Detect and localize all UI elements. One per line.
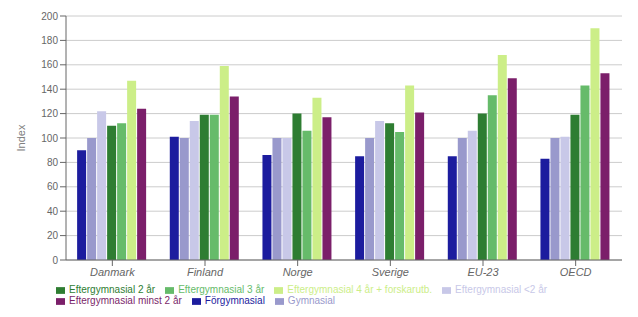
svg-text:Index: Index — [15, 124, 27, 151]
svg-text:0: 0 — [52, 255, 58, 266]
html-text:Gymnasial: Gymnasial — [287, 295, 336, 306]
svg-text:Finland: Finland — [187, 266, 224, 278]
svg-text:OECD: OECD — [560, 266, 592, 278]
svg-text:200: 200 — [41, 11, 58, 22]
html-text:Eftergymnasial 3 år: Eftergymnasial 3 år — [178, 284, 265, 295]
html-text:Eftergymnasial 4 år + forskaru: Eftergymnasial 4 år + forskarutb. — [287, 284, 433, 295]
svg-text:160: 160 — [41, 59, 58, 70]
svg-text:Danmark: Danmark — [90, 266, 135, 278]
svg-text:140: 140 — [41, 84, 58, 95]
html-text:Eftergymnasial minst 2 år: Eftergymnasial minst 2 år — [69, 295, 182, 306]
svg-text:80: 80 — [47, 157, 59, 168]
svg-text:20: 20 — [47, 230, 59, 241]
svg-text:180: 180 — [41, 35, 58, 46]
html-text:Eftergymnasial <2 år: Eftergymnasial <2 år — [455, 284, 548, 295]
svg-text:EU-23: EU-23 — [467, 266, 499, 278]
svg-text:40: 40 — [47, 206, 59, 217]
html-text:Förgymnasial: Förgymnasial — [204, 295, 265, 306]
html-text:Eftergymnasial 2 år: Eftergymnasial 2 år — [69, 284, 156, 295]
svg-text:100: 100 — [41, 133, 58, 144]
svg-text:Sverige: Sverige — [372, 266, 409, 278]
svg-text:120: 120 — [41, 108, 58, 119]
svg-text:60: 60 — [47, 181, 59, 192]
svg-text:Norge: Norge — [283, 266, 313, 278]
